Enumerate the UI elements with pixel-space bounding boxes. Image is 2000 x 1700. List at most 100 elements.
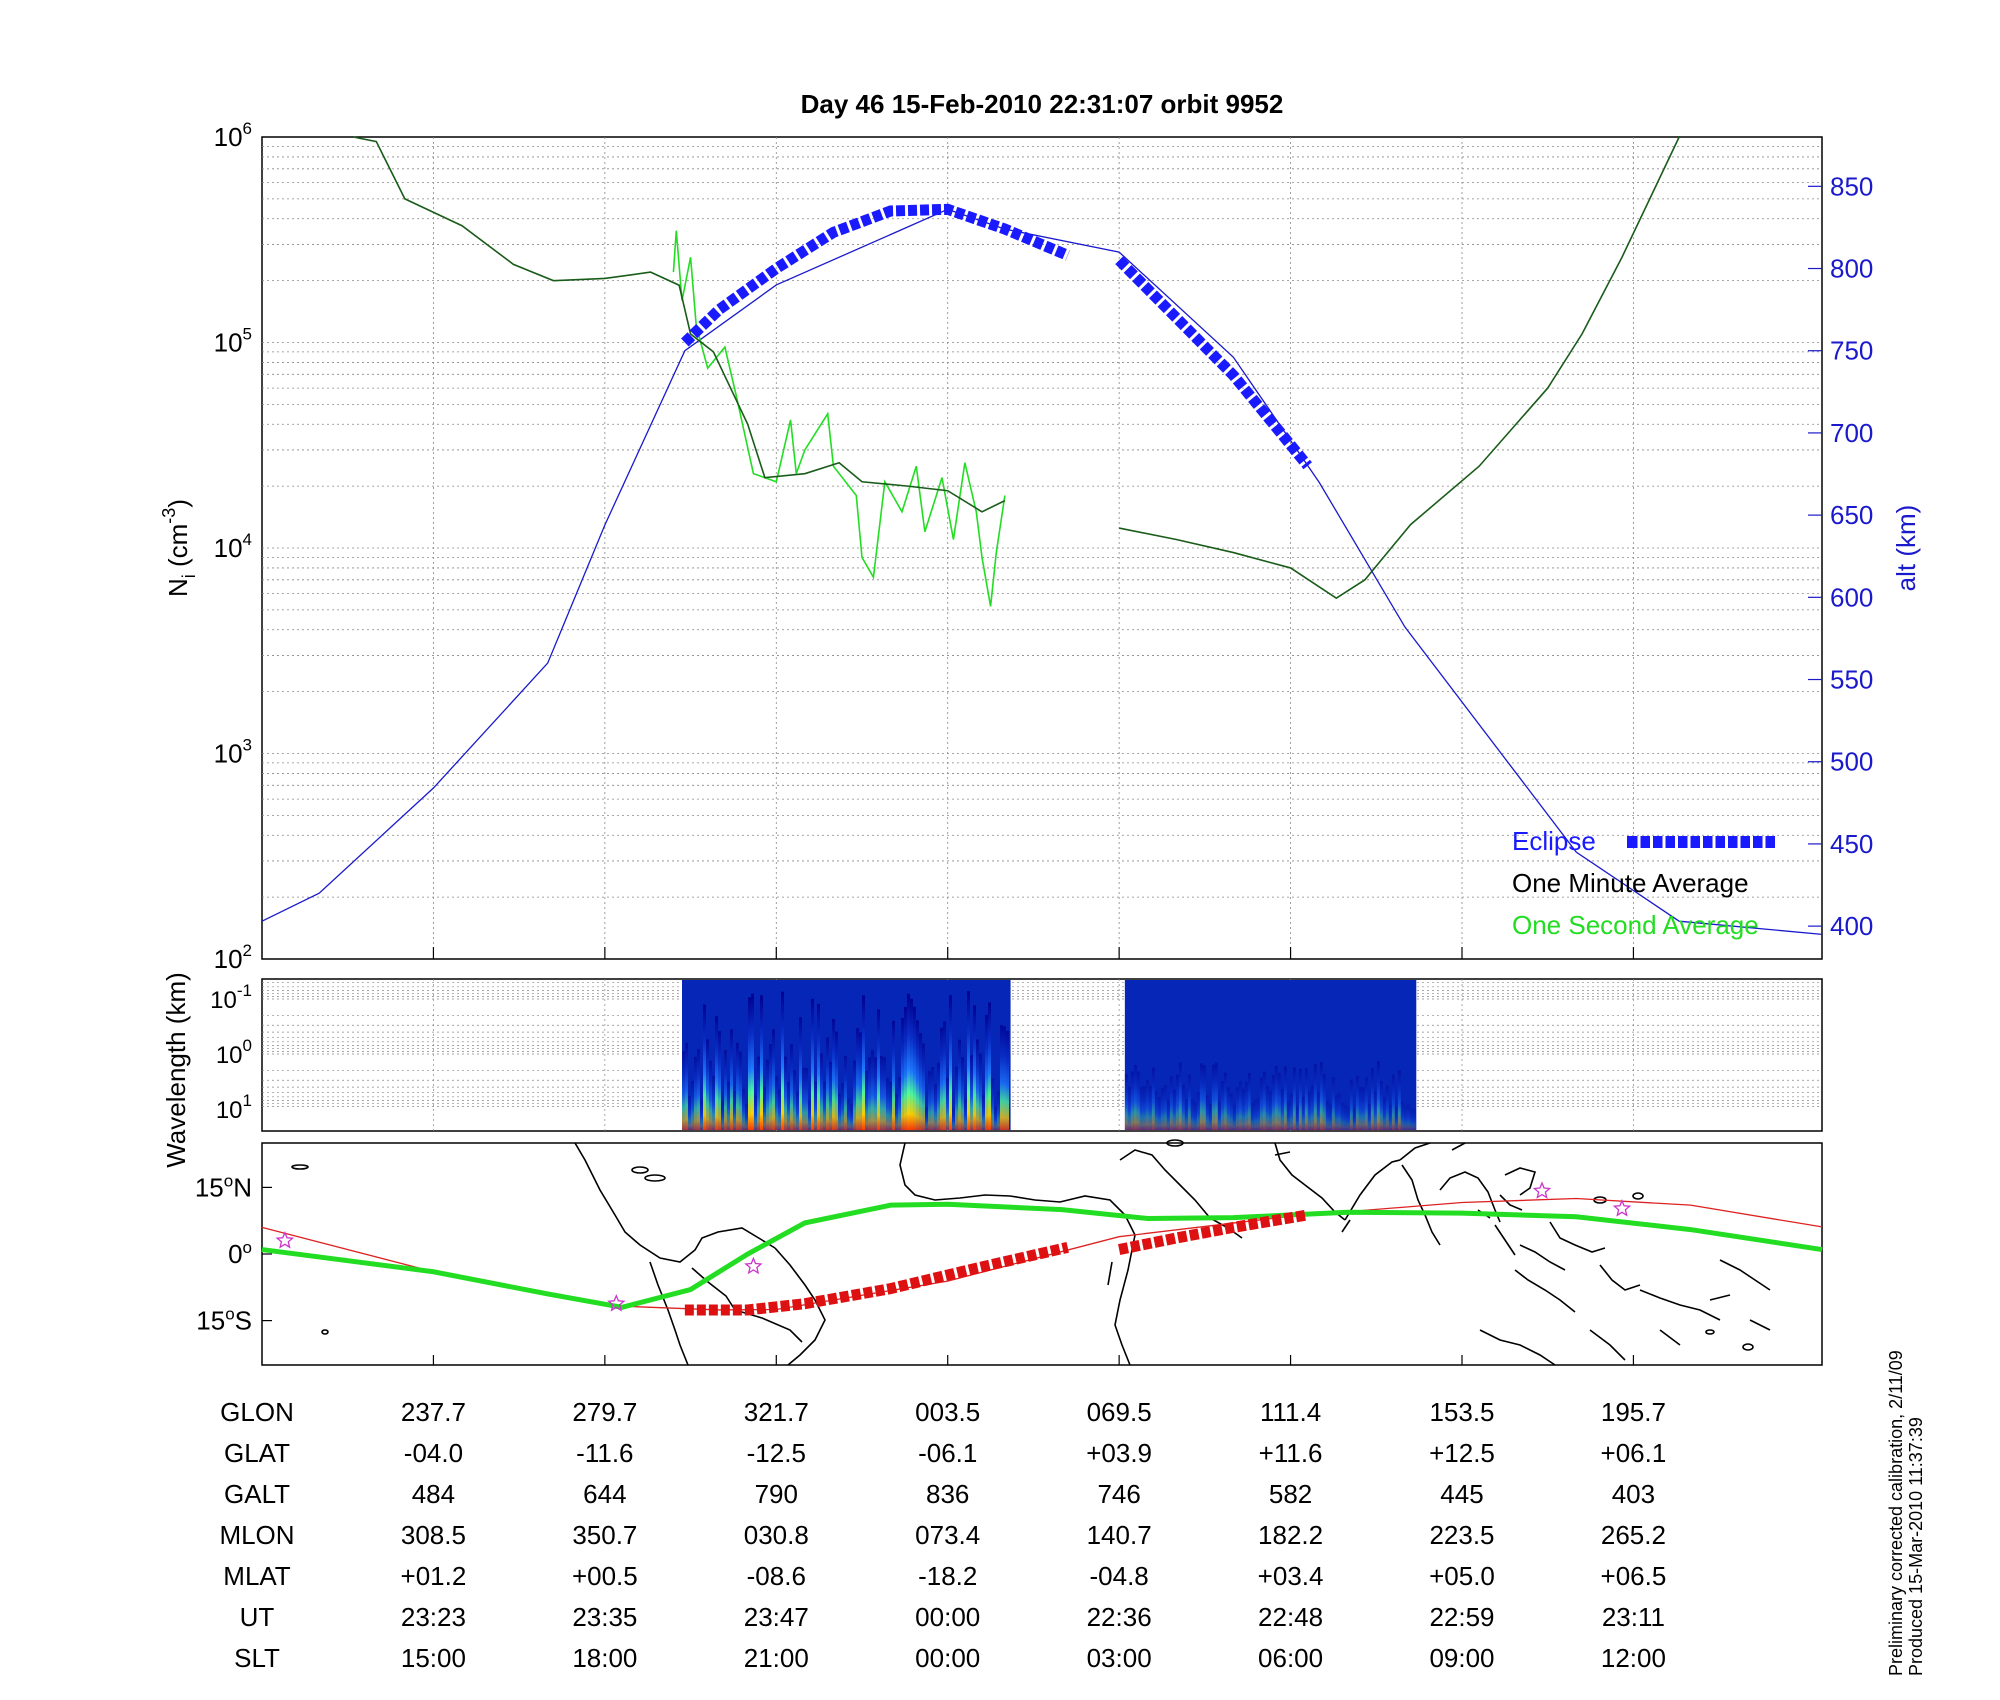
coastline xyxy=(1401,1164,1441,1246)
spectrogram-column xyxy=(1244,1082,1248,1130)
spectrogram-column xyxy=(784,1056,787,1130)
coastline xyxy=(1709,1294,1731,1301)
spectrogram-column xyxy=(994,1107,997,1130)
spectrogram-column xyxy=(1247,1073,1251,1130)
spectrogram-column xyxy=(1133,1064,1137,1130)
spectrogram-column xyxy=(1262,1071,1266,1130)
spectrogram-column xyxy=(1148,1085,1152,1130)
coastline xyxy=(1451,1142,1466,1151)
table-cell: 23:35 xyxy=(572,1602,637,1632)
spectrogram-column xyxy=(1307,1091,1311,1130)
spectrogram-column xyxy=(1235,1087,1239,1130)
spectrogram-column xyxy=(1181,1084,1185,1130)
spectrogram-column xyxy=(1199,1063,1203,1130)
coastline xyxy=(649,1261,689,1366)
spectrogram-column xyxy=(907,993,910,1130)
table-cell: +03.4 xyxy=(1258,1561,1324,1591)
legend-eclipse-label: Eclipse xyxy=(1512,826,1596,856)
spectrogram-column xyxy=(1000,1025,1003,1130)
coastline-island xyxy=(1166,1139,1184,1147)
spectrogram-column xyxy=(1394,1107,1398,1130)
spectrogram-column xyxy=(868,1057,871,1130)
table-cell: +11.6 xyxy=(1259,1438,1323,1468)
spectrogram-column xyxy=(1313,1064,1317,1130)
legend-dash-gap xyxy=(1650,836,1653,848)
altitude-tick-label: 500 xyxy=(1830,747,1873,777)
table-cell: 15:00 xyxy=(401,1643,466,1673)
legend-dash-gap xyxy=(1775,836,1778,848)
spectrogram-column xyxy=(1301,1097,1305,1130)
coastline-island xyxy=(1705,1329,1715,1335)
spectrogram-column xyxy=(808,1100,811,1130)
table-cell: -11.6 xyxy=(576,1438,633,1468)
spectrogram-column xyxy=(1151,1067,1155,1130)
spectrogram-column xyxy=(1253,1100,1257,1130)
altitude-tick-label: 400 xyxy=(1830,911,1873,941)
spectrogram-column xyxy=(733,1091,736,1130)
spectrogram-column xyxy=(1256,1098,1260,1130)
spectrogram-column xyxy=(1006,1030,1009,1130)
spectrogram-column xyxy=(814,1081,817,1130)
spectrogram-column xyxy=(754,1095,757,1130)
spectrogram-column xyxy=(829,1061,832,1130)
spectrogram-column xyxy=(1190,1099,1194,1130)
spectrogram-column xyxy=(1328,1104,1332,1130)
altitude-y-ticks: 400 450 500 550 600 650 700 750 800 850 xyxy=(1808,171,1873,941)
coastline-island xyxy=(1632,1192,1644,1200)
table-cell: 030.8 xyxy=(744,1520,809,1550)
star-marker xyxy=(275,1231,295,1249)
legend-dash-gap xyxy=(1637,836,1641,848)
legend-dash-gap xyxy=(1737,836,1741,848)
coastline xyxy=(1439,1171,1501,1223)
spectrogram-column xyxy=(988,1002,991,1130)
spectrogram-column xyxy=(817,1003,820,1130)
spectrogram-column xyxy=(1184,1099,1188,1130)
coastline-island xyxy=(1742,1343,1754,1351)
table-cell: 265.2 xyxy=(1601,1520,1666,1550)
spectrogram-column xyxy=(1274,1065,1278,1130)
altitude-y-label: alt (km) xyxy=(1891,505,1921,592)
coastline xyxy=(1504,1167,1537,1196)
spectrogram-column xyxy=(1003,1026,1006,1130)
spectrogram-column xyxy=(694,1056,697,1130)
spectrogram-column xyxy=(1358,1087,1362,1130)
spectrogram-column xyxy=(1382,1097,1386,1130)
spectrogram-column xyxy=(802,1067,805,1130)
spectrogram-column xyxy=(955,1066,958,1130)
spectrogram-column xyxy=(871,1050,874,1130)
altitude-tick-label: 800 xyxy=(1830,254,1873,284)
coastline xyxy=(1599,1264,1641,1291)
footnote-calibration: Preliminary corrected calibration, 2/11/… xyxy=(1886,1350,1906,1676)
spectrogram-column xyxy=(958,1039,961,1130)
spectrogram-column xyxy=(1379,1081,1383,1130)
spectrogram-column xyxy=(970,1055,973,1130)
spectrogram-column xyxy=(991,1078,994,1130)
table-cell: 00:00 xyxy=(915,1602,980,1632)
spectrogram-y-ticks: 10-1 100 101 xyxy=(210,981,252,1124)
spectrogram-grid xyxy=(262,979,1822,1131)
spectrogram-column xyxy=(691,1080,694,1130)
spectrogram-column xyxy=(1283,1066,1287,1130)
table-cell: -08.6 xyxy=(747,1561,806,1591)
spectrogram-column xyxy=(913,1006,916,1130)
coastline xyxy=(574,1142,776,1263)
spectrogram-column xyxy=(982,1094,985,1130)
spectrogram-column xyxy=(1340,1102,1344,1130)
table-row-label: GLON xyxy=(220,1397,294,1427)
legend-minute-label: One Minute Average xyxy=(1512,868,1749,898)
spectrogram-column xyxy=(1370,1068,1374,1130)
spectrogram-column xyxy=(937,1062,940,1130)
spectrogram-column xyxy=(787,1082,790,1130)
coastline xyxy=(1639,1289,1721,1321)
spectrogram-column xyxy=(1259,1077,1263,1130)
spectrogram-column xyxy=(820,1053,823,1130)
table-cell: 321.7 xyxy=(744,1397,809,1427)
table-cell: 111.4 xyxy=(1260,1397,1321,1427)
spectrogram-column xyxy=(946,1077,949,1130)
eclipse-line xyxy=(681,203,1070,347)
spectrogram-column xyxy=(964,1099,967,1130)
table-cell: 06:00 xyxy=(1258,1643,1323,1673)
spectrogram-column xyxy=(901,1018,904,1130)
legend-dash-gap xyxy=(1712,836,1716,848)
altitude-line xyxy=(261,208,1823,935)
